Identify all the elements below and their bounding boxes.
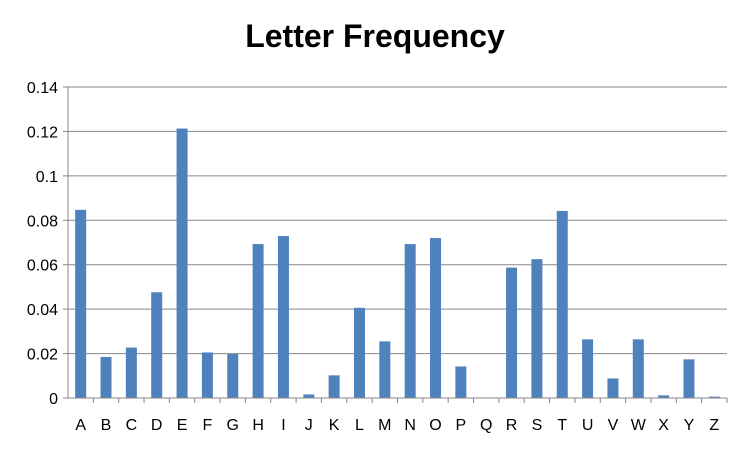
bar-f xyxy=(201,352,213,398)
y-tick-label: 0.02 xyxy=(27,347,58,364)
bar-z xyxy=(708,396,720,398)
bar-l xyxy=(353,307,365,398)
x-tick-label: U xyxy=(582,417,594,434)
axes xyxy=(63,86,728,403)
x-tick-label: C xyxy=(126,417,138,434)
x-tick-label: T xyxy=(557,417,567,434)
x-tick-label: S xyxy=(532,417,543,434)
x-tick-label: N xyxy=(404,417,416,434)
bars xyxy=(75,128,720,398)
bar-y xyxy=(683,359,695,398)
chart-title: Letter Frequency xyxy=(245,18,505,54)
bar-d xyxy=(151,292,163,398)
bar-c xyxy=(125,347,137,398)
bar-p xyxy=(455,366,467,398)
x-tick-label: W xyxy=(631,417,647,434)
bar-m xyxy=(379,341,391,398)
x-tick-label: Q xyxy=(480,417,492,434)
x-tick-label: B xyxy=(101,417,112,434)
bar-s xyxy=(531,259,543,398)
y-tick-label: 0.14 xyxy=(27,80,58,97)
bar-v xyxy=(607,378,619,398)
bar-r xyxy=(506,267,518,398)
x-tick-label: A xyxy=(75,417,86,434)
x-tick-label: I xyxy=(281,417,285,434)
x-tick-label: Y xyxy=(684,417,695,434)
bar-u xyxy=(582,339,594,398)
bar-t xyxy=(556,210,568,398)
x-tick-label: O xyxy=(429,417,441,434)
x-tick-label: R xyxy=(506,417,518,434)
tick-labels: 0 0.02 0.04 0.06 0.08 0.1 0.12 0.14 A B C D E F G H I J K L… xyxy=(27,80,720,434)
bar-i xyxy=(277,236,289,398)
x-tick-label: K xyxy=(329,417,340,434)
x-tick-label: F xyxy=(203,417,213,434)
bar-a xyxy=(75,209,87,398)
bar-w xyxy=(632,339,644,398)
y-tick-label: 0.08 xyxy=(27,213,58,230)
bar-g xyxy=(227,354,239,398)
x-tick-label: P xyxy=(456,417,467,434)
y-tick-label: 0.12 xyxy=(27,124,58,141)
y-tick-label: 0.04 xyxy=(27,302,58,319)
bar-x xyxy=(658,395,670,398)
bar-k xyxy=(328,375,340,398)
bar-o xyxy=(430,238,442,398)
x-tick-label: H xyxy=(252,417,264,434)
y-tick-label: 0.06 xyxy=(27,258,58,275)
y-tick-label: 0 xyxy=(49,391,58,408)
x-tick-label: Z xyxy=(709,417,719,434)
x-tick-label: M xyxy=(378,417,391,434)
x-tick-label: E xyxy=(177,417,188,434)
bar-n xyxy=(404,244,416,398)
x-tick-label: L xyxy=(355,417,364,434)
bar-e xyxy=(176,128,188,398)
grid-lines xyxy=(68,86,727,355)
x-tick-label: D xyxy=(151,417,163,434)
y-tick-label: 0.1 xyxy=(36,169,58,186)
x-tick-label: X xyxy=(658,417,669,434)
bar-h xyxy=(252,244,264,398)
x-tick-label: J xyxy=(305,417,313,434)
x-tick-label: G xyxy=(227,417,239,434)
bar-j xyxy=(303,394,315,398)
bar-b xyxy=(100,356,112,398)
x-tick-label: V xyxy=(608,417,619,434)
